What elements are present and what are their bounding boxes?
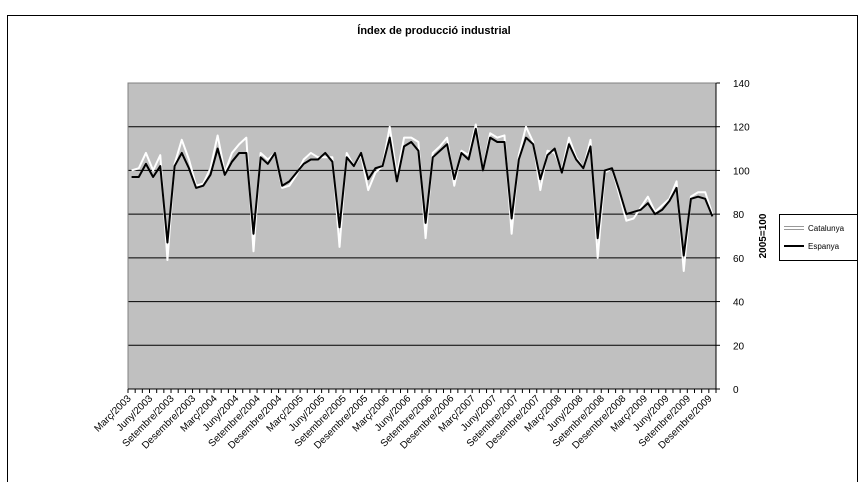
legend-box bbox=[779, 214, 858, 261]
y-tick-label: 40 bbox=[733, 298, 745, 309]
y-axis-title: 2005=100 bbox=[758, 213, 769, 258]
legend-label: Catalunya bbox=[808, 224, 845, 233]
chart-title: Índex de producció industrial bbox=[357, 24, 510, 37]
y-tick-label: 0 bbox=[733, 385, 739, 396]
y-tick-label: 80 bbox=[733, 210, 745, 221]
y-tick-label: 60 bbox=[733, 254, 745, 265]
y-tick-label: 120 bbox=[733, 123, 750, 134]
y-tick-label: 20 bbox=[733, 341, 745, 352]
plot-area bbox=[128, 83, 716, 389]
y-tick-label: 140 bbox=[733, 79, 750, 90]
legend-label: Espanya bbox=[808, 242, 840, 251]
y-tick-label: 100 bbox=[733, 166, 750, 177]
data-line bbox=[131, 127, 714, 257]
